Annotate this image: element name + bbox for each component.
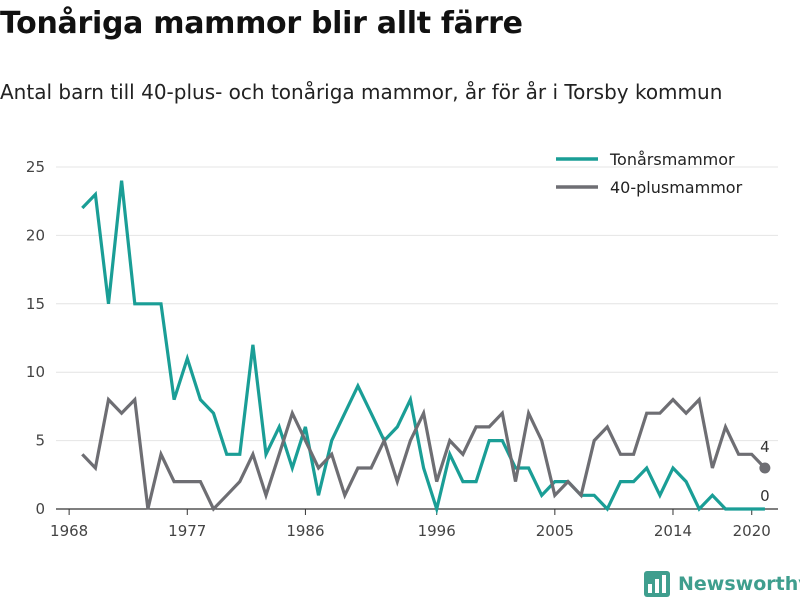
x-tick-label: 1977	[168, 522, 206, 540]
grid-lines	[56, 166, 778, 442]
x-axis: 1968 1977 1986 1996 2005 2014 2020	[50, 508, 778, 540]
y-tick-label: 10	[26, 363, 45, 381]
series-line-2	[81, 396, 767, 512]
y-tick-label: 25	[26, 158, 45, 176]
series-end-label: 0	[760, 487, 770, 505]
y-tick-label: 5	[35, 432, 45, 450]
y-tick-label: 20	[26, 226, 45, 244]
series-end-marker	[759, 462, 771, 474]
legend-label: Tonårsmammor	[609, 150, 735, 169]
x-tick-label: 1986	[286, 522, 324, 540]
newsworthy-logo: Newsworthy	[644, 568, 800, 600]
bar-chart-icon	[644, 571, 670, 597]
legend: Tonårsmammor 40-plusmammor	[556, 150, 743, 197]
y-tick-label: 15	[26, 295, 45, 313]
chart-subtitle: Antal barn till 40-plus- och tonåriga ma…	[0, 80, 723, 104]
x-tick-label: 2020	[733, 522, 771, 540]
x-tick-label: 1968	[50, 522, 88, 540]
brand-name: Newsworthy	[678, 573, 800, 595]
series-lines: 04	[81, 180, 771, 515]
chart-title: Tonåriga mammor blir allt färre	[0, 6, 523, 41]
x-tick-label: 2014	[654, 522, 692, 540]
x-tick-label: 1996	[418, 522, 456, 540]
legend-label: 40-plusmammor	[610, 178, 743, 197]
series-end-label: 4	[760, 438, 770, 456]
y-axis-ticks: 0 5 10 15 20 25	[26, 158, 45, 518]
y-tick-label: 0	[35, 500, 45, 518]
x-tick-label: 2005	[536, 522, 574, 540]
series-line-1	[81, 180, 765, 515]
